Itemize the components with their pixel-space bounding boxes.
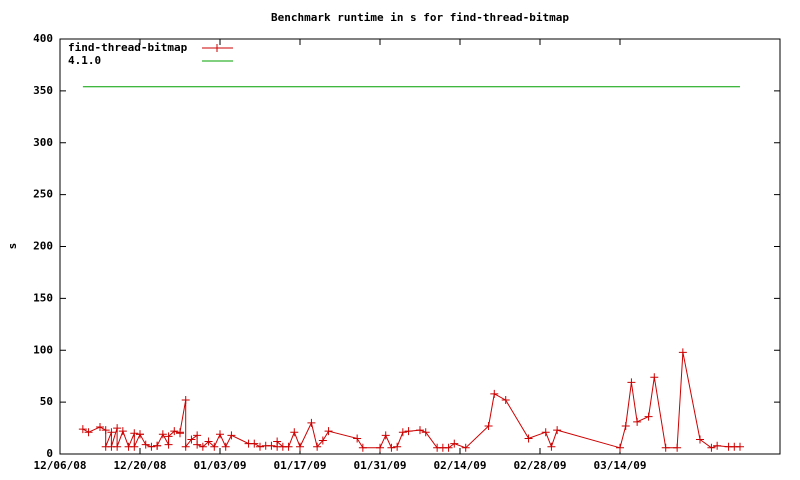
point-marker bbox=[170, 427, 179, 436]
point-marker bbox=[678, 348, 687, 357]
point-marker bbox=[398, 428, 407, 437]
y-tick-label: 200 bbox=[33, 240, 53, 253]
point-marker bbox=[484, 421, 493, 430]
point-marker bbox=[107, 428, 116, 437]
point-marker bbox=[387, 443, 396, 452]
point-marker bbox=[696, 435, 704, 444]
plot-frame bbox=[59, 38, 781, 455]
point-marker bbox=[181, 442, 190, 451]
point-marker bbox=[501, 396, 510, 405]
legend-marker bbox=[213, 44, 221, 52]
point-marker bbox=[210, 442, 219, 451]
point-marker bbox=[713, 441, 722, 450]
point-marker bbox=[358, 443, 367, 452]
point-marker bbox=[256, 442, 264, 451]
point-marker bbox=[324, 427, 333, 436]
legend-label: 4.1.0 bbox=[68, 54, 101, 67]
point-marker bbox=[490, 389, 499, 398]
point-marker bbox=[267, 441, 276, 450]
point-marker bbox=[101, 426, 110, 435]
point-marker bbox=[164, 432, 173, 441]
point-marker bbox=[553, 426, 562, 435]
point-marker bbox=[284, 442, 293, 451]
point-marker bbox=[621, 421, 630, 430]
y-tick-label: 250 bbox=[33, 188, 53, 201]
x-tick-label: 01/31/09 bbox=[354, 459, 407, 472]
point-marker bbox=[404, 427, 413, 436]
point-marker bbox=[736, 442, 744, 451]
point-marker bbox=[84, 428, 93, 437]
point-marker bbox=[216, 430, 224, 439]
point-marker bbox=[313, 442, 322, 451]
point-marker bbox=[141, 440, 150, 449]
x-tick-label: 02/28/09 bbox=[514, 459, 567, 472]
x-tick-label: 01/03/09 bbox=[194, 459, 247, 472]
point-marker bbox=[707, 443, 716, 452]
y-tick-label: 400 bbox=[33, 32, 53, 45]
point-marker bbox=[296, 442, 304, 451]
point-marker bbox=[376, 443, 384, 452]
point-marker bbox=[416, 426, 424, 435]
point-marker bbox=[113, 424, 122, 433]
point-marker bbox=[290, 428, 299, 437]
point-marker bbox=[204, 437, 213, 446]
point-marker bbox=[113, 442, 122, 451]
y-tick-label: 300 bbox=[33, 136, 53, 149]
point-marker bbox=[96, 423, 104, 432]
point-marker bbox=[318, 436, 327, 445]
point-marker bbox=[616, 443, 624, 452]
x-tick-label: 12/06/08 bbox=[34, 459, 87, 472]
point-marker bbox=[421, 428, 430, 437]
point-marker bbox=[547, 442, 556, 451]
y-tick-label: 150 bbox=[33, 291, 53, 304]
point-marker bbox=[673, 443, 682, 452]
x-tick-label: 03/14/09 bbox=[594, 459, 647, 472]
y-tick-label: 0 bbox=[46, 447, 53, 460]
chart-title: Benchmark runtime in s for find-thread-b… bbox=[271, 11, 569, 24]
point-marker bbox=[273, 437, 282, 446]
point-marker bbox=[461, 443, 470, 452]
point-marker bbox=[307, 418, 316, 427]
point-marker bbox=[136, 430, 144, 439]
y-tick-label: 50 bbox=[40, 395, 53, 408]
point-marker bbox=[541, 428, 550, 437]
x-tick-label: 02/14/09 bbox=[434, 459, 487, 472]
point-marker bbox=[650, 373, 659, 382]
point-marker bbox=[78, 425, 87, 434]
point-marker bbox=[181, 396, 190, 405]
point-marker bbox=[444, 443, 453, 452]
point-marker bbox=[524, 434, 533, 443]
y-tick-label: 350 bbox=[33, 84, 53, 97]
point-marker bbox=[644, 412, 653, 421]
point-marker bbox=[130, 429, 139, 438]
point-marker bbox=[158, 430, 167, 439]
point-marker bbox=[250, 439, 259, 448]
legend-label: find-thread-bitmap bbox=[68, 41, 188, 54]
point-marker bbox=[393, 442, 402, 451]
point-marker bbox=[164, 440, 173, 449]
point-marker bbox=[450, 439, 459, 448]
x-tick-label: 12/20/08 bbox=[114, 459, 167, 472]
point-marker bbox=[227, 431, 236, 440]
point-marker bbox=[627, 378, 636, 387]
point-marker bbox=[661, 443, 670, 452]
x-tick-label: 01/17/09 bbox=[274, 459, 327, 472]
point-marker bbox=[187, 435, 196, 444]
point-marker bbox=[193, 440, 202, 449]
point-marker bbox=[147, 442, 156, 451]
point-marker bbox=[198, 442, 207, 451]
point-marker bbox=[193, 431, 202, 440]
point-marker bbox=[118, 427, 127, 436]
point-marker bbox=[381, 431, 390, 440]
point-marker bbox=[176, 428, 184, 437]
point-marker bbox=[221, 442, 230, 451]
point-marker bbox=[353, 434, 362, 443]
point-marker bbox=[130, 442, 139, 451]
y-tick-label: 100 bbox=[33, 343, 53, 356]
point-marker bbox=[153, 441, 162, 450]
y-axis-label: s bbox=[6, 243, 19, 250]
point-marker bbox=[633, 417, 642, 426]
